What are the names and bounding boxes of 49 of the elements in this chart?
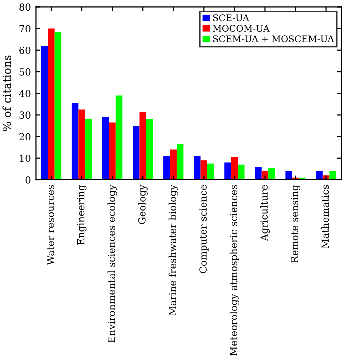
x-tick-label: Water resources — [47, 185, 54, 266]
legend-label: MOCOM-UA — [213, 25, 270, 32]
bar — [164, 156, 170, 180]
x-tick-label: Marine freshwater biology — [168, 184, 178, 316]
x-tick-label: Mathematics — [322, 185, 330, 249]
bar — [146, 120, 154, 180]
x-tick-label: Remote sensing — [291, 185, 300, 263]
y-tick-label: 10 — [20, 154, 31, 162]
bar — [54, 32, 62, 180]
bar — [109, 122, 116, 180]
x-tick-label: Meteorology atmospheric sciences — [230, 185, 240, 356]
bar — [194, 156, 201, 180]
bar — [133, 126, 140, 180]
x-tick-label: Geology — [138, 184, 148, 224]
bar — [176, 144, 184, 180]
bar — [41, 46, 48, 180]
bar — [316, 171, 323, 180]
y-tick-label: 80 — [20, 4, 31, 12]
y-tick-label: 60 — [20, 46, 31, 54]
bar — [116, 96, 123, 180]
bar — [48, 28, 55, 180]
bar — [208, 164, 214, 180]
bar — [286, 171, 292, 180]
y-tick-label: 40 — [19, 90, 31, 98]
y-tick-label: 70 — [20, 25, 31, 33]
y-axis-title: % of citations — [2, 56, 12, 132]
bar — [78, 110, 86, 180]
x-tick-label: Computer science — [200, 185, 209, 274]
y-tick-label: 20 — [20, 133, 31, 141]
y-tick-label: 50 — [20, 68, 31, 76]
x-tick-label: Agriculture — [260, 185, 270, 242]
bar — [140, 112, 146, 180]
legend-label: SCE-UA — [213, 14, 250, 22]
bar — [85, 120, 92, 180]
bar — [255, 167, 262, 180]
x-tick-label: Engineering — [77, 185, 87, 246]
x-tick-label: Environmental sciences ecology — [108, 184, 118, 343]
bar — [72, 103, 79, 180]
y-tick-label: 30 — [20, 112, 31, 120]
bar — [224, 162, 232, 180]
bar — [330, 171, 336, 180]
bar — [238, 164, 245, 180]
bar — [231, 157, 238, 180]
bar — [268, 168, 276, 180]
bar — [102, 117, 110, 180]
bar — [170, 150, 177, 180]
legend-label: SCEM-UA + MOSCEM-UA — [213, 36, 334, 42]
y-tick-label: 0 — [26, 176, 31, 184]
bar — [200, 160, 208, 180]
